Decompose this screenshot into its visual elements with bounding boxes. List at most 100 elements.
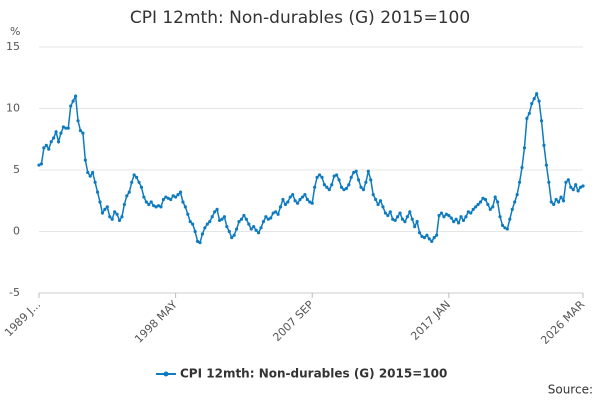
point — [456, 221, 461, 225]
point — [430, 239, 434, 243]
point — [508, 217, 512, 221]
point — [352, 170, 356, 175]
x-tick-label: 2026 MAR — [538, 298, 587, 347]
point — [76, 119, 80, 123]
point — [454, 217, 458, 221]
point — [398, 211, 402, 215]
point — [342, 188, 346, 192]
point — [193, 229, 197, 234]
point — [410, 217, 414, 221]
point — [152, 204, 156, 208]
point — [71, 99, 75, 103]
point — [305, 197, 309, 202]
point — [91, 170, 95, 175]
point — [125, 194, 129, 198]
point — [503, 226, 507, 230]
point — [300, 195, 305, 199]
point — [252, 224, 256, 229]
point — [420, 234, 424, 239]
point — [517, 180, 522, 184]
point — [437, 213, 441, 218]
point — [354, 169, 358, 173]
point — [215, 207, 219, 211]
point — [383, 211, 388, 215]
point — [174, 195, 178, 199]
point — [435, 233, 439, 237]
point — [308, 200, 312, 204]
point — [166, 196, 170, 200]
point — [239, 217, 244, 221]
point — [322, 183, 327, 187]
point — [161, 197, 166, 202]
point — [547, 180, 551, 184]
point — [427, 237, 431, 241]
point — [474, 205, 478, 209]
point — [527, 111, 531, 116]
point — [117, 218, 122, 223]
point — [325, 185, 329, 189]
point — [425, 233, 429, 237]
point — [496, 200, 500, 204]
point — [88, 174, 92, 178]
point — [59, 131, 63, 135]
point — [359, 185, 363, 189]
point — [120, 215, 124, 219]
point — [93, 180, 97, 184]
point — [505, 227, 509, 231]
point — [225, 224, 229, 229]
y-tick-label: 15 — [6, 40, 20, 53]
point — [356, 178, 361, 182]
point — [447, 213, 451, 218]
point — [400, 217, 405, 221]
point — [561, 199, 566, 203]
point — [471, 207, 475, 211]
point — [317, 173, 322, 177]
point — [164, 195, 168, 199]
point — [483, 197, 488, 202]
point — [261, 220, 266, 224]
point — [366, 169, 370, 173]
point — [464, 215, 468, 219]
point — [549, 200, 553, 204]
point — [171, 194, 175, 198]
point — [564, 180, 568, 184]
x-tick-label: 1989 J... — [2, 298, 43, 339]
point — [200, 232, 205, 236]
y-unit: % — [10, 25, 20, 38]
point — [466, 210, 470, 214]
point — [417, 231, 422, 235]
point — [515, 193, 519, 197]
point — [330, 183, 334, 187]
x-tick-label: 2007 SEP — [270, 298, 316, 344]
point — [276, 212, 280, 216]
point — [303, 193, 307, 197]
point — [198, 240, 202, 245]
point — [191, 222, 195, 226]
point — [449, 216, 453, 220]
point — [291, 193, 295, 197]
point — [234, 227, 239, 231]
point — [266, 217, 270, 221]
point — [147, 202, 151, 207]
point — [405, 215, 409, 219]
point — [532, 97, 536, 101]
point — [476, 202, 480, 207]
point — [37, 163, 41, 167]
point — [393, 218, 397, 223]
point — [108, 215, 112, 219]
point — [78, 129, 83, 133]
point — [488, 207, 492, 211]
point — [283, 202, 287, 207]
point — [98, 200, 102, 204]
point — [574, 183, 578, 187]
point — [578, 185, 583, 189]
point — [288, 195, 292, 199]
point — [222, 215, 226, 219]
point — [293, 199, 297, 203]
point — [64, 126, 68, 130]
legend-marker — [163, 371, 169, 377]
point — [256, 231, 261, 235]
point — [83, 158, 87, 162]
point — [264, 215, 268, 219]
